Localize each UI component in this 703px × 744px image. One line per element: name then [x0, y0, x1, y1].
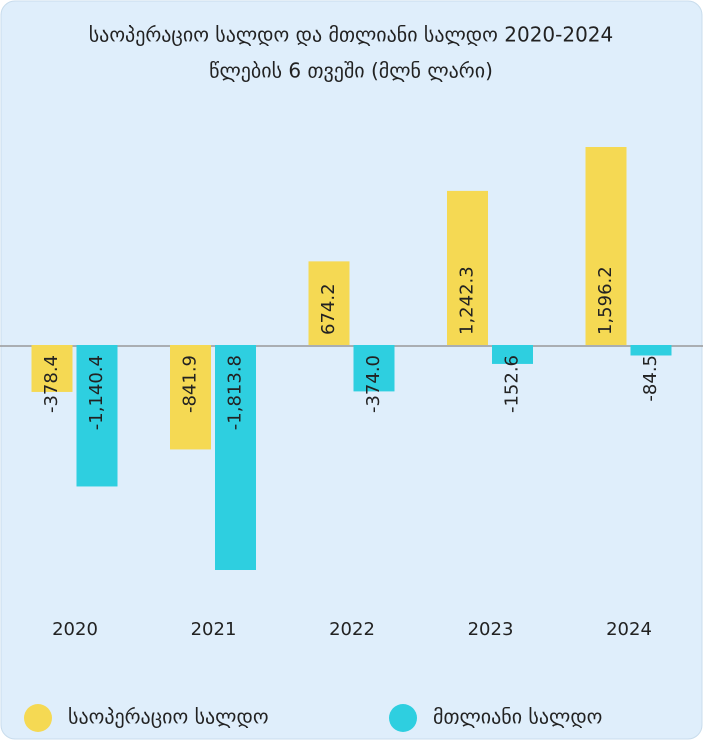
chart-title: საოპერაციო სალდო და მთლიანი სალდო 2020-2… — [89, 23, 614, 47]
legend-label: მთლიანი სალდო — [433, 705, 602, 729]
x-tick-label: 2023 — [468, 619, 514, 640]
bar — [76, 345, 118, 487]
chart-subtitle: წლების 6 თვეში (მლნ ლარი) — [209, 59, 493, 83]
data-label: -374.0 — [363, 355, 384, 413]
data-label: -152.6 — [502, 355, 523, 413]
bar — [353, 345, 395, 392]
x-tick-label: 2020 — [52, 619, 98, 640]
legend-marker — [389, 704, 417, 732]
data-label: -841.9 — [180, 355, 201, 413]
x-tick-label: 2021 — [191, 619, 237, 640]
bar — [585, 147, 627, 346]
data-label: 674.2 — [318, 283, 339, 335]
bar — [31, 345, 73, 392]
x-tick-label: 2022 — [329, 619, 375, 640]
bar — [170, 345, 211, 450]
data-label: -1,140.4 — [86, 355, 107, 430]
data-label: -378.4 — [41, 355, 62, 413]
data-label: 1,242.3 — [457, 266, 478, 335]
bar — [492, 345, 533, 364]
legend-marker — [24, 704, 52, 732]
bar — [308, 261, 350, 346]
legend-label: საოპერაციო სალდო — [68, 705, 269, 729]
x-tick-label: 2024 — [606, 619, 652, 640]
data-label: -1,813.8 — [225, 355, 246, 430]
data-label: 1,596.2 — [595, 266, 616, 335]
bar — [215, 345, 256, 570]
data-label: -84.5 — [640, 355, 661, 402]
bar — [447, 190, 488, 346]
bar — [630, 345, 672, 356]
